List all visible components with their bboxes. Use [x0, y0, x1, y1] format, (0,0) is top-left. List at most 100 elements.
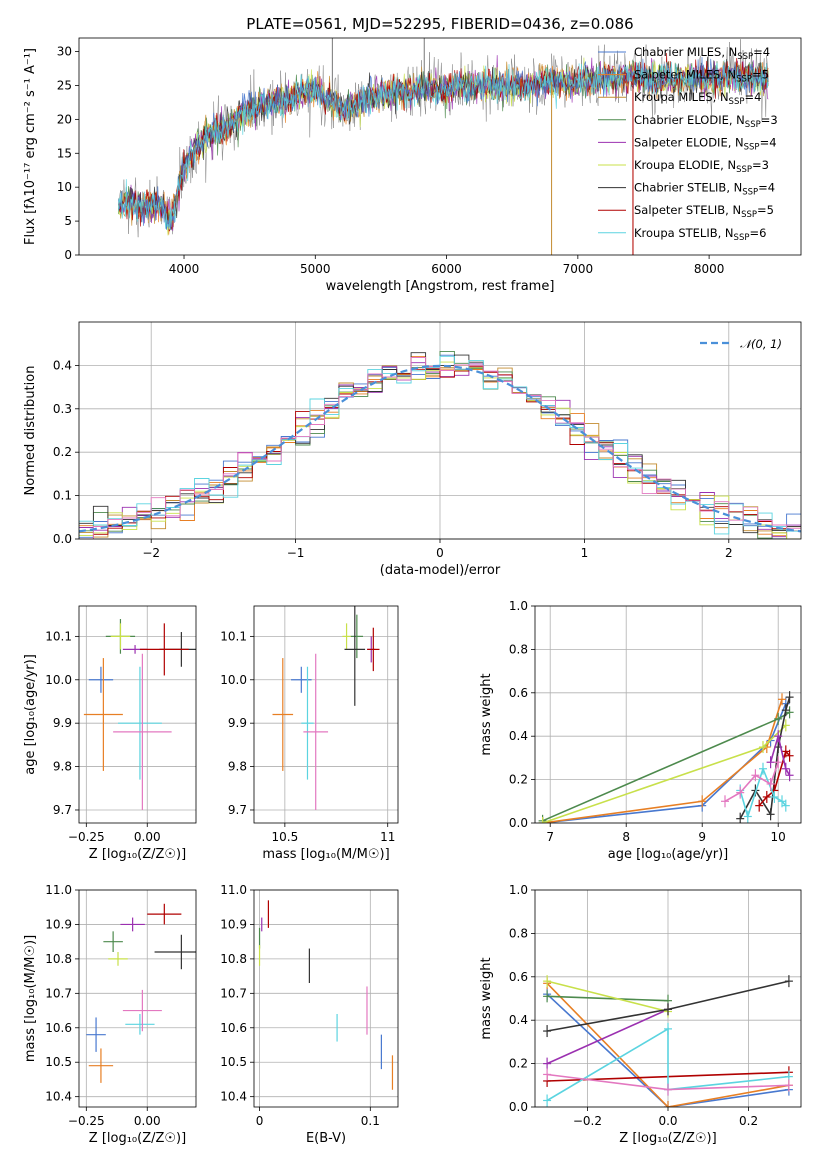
- data-point: [118, 666, 162, 780]
- weight-marker: [781, 762, 790, 775]
- y-tick-label: 10.9: [45, 917, 72, 931]
- x-tick-label: 10.5: [271, 830, 298, 844]
- weight-marker: [698, 795, 707, 808]
- x-tick-label: 9: [698, 830, 706, 844]
- plot-area: [118, 38, 769, 255]
- weight-marker: [766, 777, 775, 790]
- x-tick-label: 4000: [169, 262, 200, 276]
- weight-marker: [766, 808, 775, 821]
- x-tick-label: 2: [725, 546, 733, 560]
- data-point: [301, 666, 314, 780]
- legend-entry: Chabrier MILES, NSSP=4: [634, 45, 770, 62]
- weight-marker: [538, 817, 547, 823]
- x-tick-label: −1: [287, 546, 305, 560]
- y-tick-label: 1.0: [509, 883, 528, 897]
- data-point: [367, 627, 380, 672]
- data-point: [125, 1014, 155, 1035]
- x-axis-label: mass [log₁₀(M/M☉)]: [262, 847, 389, 862]
- grid: [79, 889, 196, 1107]
- weight-marker: [664, 1083, 672, 1096]
- y-tick-label: 10.1: [45, 629, 72, 643]
- data-point: [139, 623, 189, 676]
- plot-area: [538, 691, 794, 823]
- figure-title: PLATE=0561, MJD=52295, FIBERID=0436, z=0…: [246, 15, 633, 33]
- y-tick-label: 0.0: [509, 816, 528, 830]
- data-point: [303, 653, 329, 810]
- x-tick-label: 8000: [694, 262, 725, 276]
- y-tick-label: 0.2: [509, 773, 528, 787]
- y-tick-label: 10.0: [45, 673, 72, 687]
- axes: 7 8 9 10 0.0 0.2 0.4 0.6 0.8 1.0 age [log₁₀(age/yr…: [479, 599, 802, 862]
- plot-area: [86, 903, 196, 1083]
- plot-area: [543, 975, 793, 1107]
- weight-line: [547, 995, 669, 1002]
- weight-line: [546, 993, 790, 1107]
- y-tick-label: 9.9: [228, 716, 247, 730]
- y-tick-label: 0.0: [509, 1100, 528, 1114]
- y-axis-label: Normed distribution: [23, 366, 38, 496]
- charts: 4000 5000 6000 7000 8000051015202530waveleng…: [23, 37, 802, 1146]
- data-point: [272, 658, 294, 771]
- weight-marker: [774, 730, 783, 743]
- weight-marker: [762, 790, 771, 803]
- y-tick-label: 0.4: [53, 358, 72, 372]
- plot-area: [83, 619, 196, 810]
- axes: −0.25 0.00 10.4 10.5 10.6 10.7 10.8 10.9 11.0 Z […: [23, 883, 197, 1146]
- weight-marker: [785, 691, 794, 704]
- weight-marker: [664, 1101, 672, 1107]
- y-tick-label: 0.6: [509, 686, 528, 700]
- y-tick-label: 9.9: [53, 716, 72, 730]
- plot-area: [79, 350, 801, 539]
- spectrum-line-8: [118, 60, 769, 231]
- weight-marker: [664, 1022, 672, 1035]
- weight-marker: [784, 1079, 793, 1092]
- weight-marker: [778, 693, 786, 706]
- x-axis-label: age [log₁₀(age/yr)]: [608, 847, 729, 862]
- axes: 0 0.1 10.4 10.5 10.6 10.7 10.8 10.9 11.0 E(B-V): [220, 883, 399, 1146]
- y-tick-label: 20: [57, 112, 72, 126]
- x-tick-label: 0: [256, 1114, 264, 1128]
- data-point: [86, 1017, 106, 1052]
- x-axis-label: E(B-V): [306, 1131, 346, 1146]
- weight-marker: [784, 975, 793, 988]
- legend: Chabrier MILES, NSSP=4 Salpeter MILES, NS…: [598, 45, 778, 243]
- y-tick-label: 10.8: [45, 952, 72, 966]
- chart-residuals: −2 −1 0 1 2 0.0 0.1 0.2 0.3 0.4 (data-model)/error…: [23, 321, 802, 578]
- y-tick-label: 9.8: [53, 760, 72, 774]
- y-tick-label: 10.4: [220, 1090, 247, 1104]
- y-tick-label: 10.5: [220, 1055, 247, 1069]
- y-tick-label: 10.0: [220, 673, 247, 687]
- y-tick-label: 9.7: [228, 803, 247, 817]
- weight-line: [542, 699, 783, 823]
- x-tick-label: −2: [142, 546, 160, 560]
- y-tick-label: 10.6: [220, 1021, 247, 1035]
- axes-frame: [534, 605, 802, 824]
- data-point: [154, 934, 196, 970]
- x-tick-label: 0.0: [658, 1114, 677, 1128]
- grid: [535, 605, 801, 824]
- weight-line: [546, 1008, 669, 1065]
- y-axis-label: age [log₁₀(age/yr)]: [23, 654, 38, 775]
- x-tick-label: 0: [436, 546, 444, 560]
- y-tick-label: 0.8: [509, 926, 528, 940]
- chart-massweight-vs-age: 7 8 9 10 0.0 0.2 0.4 0.6 0.8 1.0 age [log₁₀(age/yr…: [479, 599, 802, 862]
- weight-marker: [785, 769, 794, 782]
- weight-marker: [774, 712, 783, 725]
- y-tick-label: 0.2: [53, 445, 72, 459]
- data-point: [113, 653, 172, 810]
- weight-marker: [543, 1025, 552, 1038]
- weight-marker: [743, 810, 752, 823]
- y-tick-label: 30: [57, 45, 72, 59]
- y-tick-label: 0.2: [509, 1057, 528, 1071]
- y-tick-label: 0.4: [509, 1013, 528, 1027]
- legend-entry: Salpeter STELIB, NSSP=5: [634, 203, 774, 220]
- x-tick-label: 5000: [300, 262, 331, 276]
- axes: 4000 5000 6000 7000 8000 0 5 10 15 20 25 30 waveleng…: [23, 37, 802, 294]
- y-axis-label: mass [log₁₀(M/M☉)]: [23, 935, 38, 1062]
- x-axis-label: Z [log₁₀(Z/Z☉)]: [89, 1131, 186, 1146]
- x-axis-label: Z [log₁₀(Z/Z☉)]: [619, 1131, 716, 1146]
- legend-entry: Kroupa STELIB, NSSP=6: [634, 226, 766, 243]
- x-tick-label: 0.00: [134, 830, 161, 844]
- y-axis-label: mass weight: [479, 673, 494, 755]
- weight-marker: [664, 1003, 672, 1016]
